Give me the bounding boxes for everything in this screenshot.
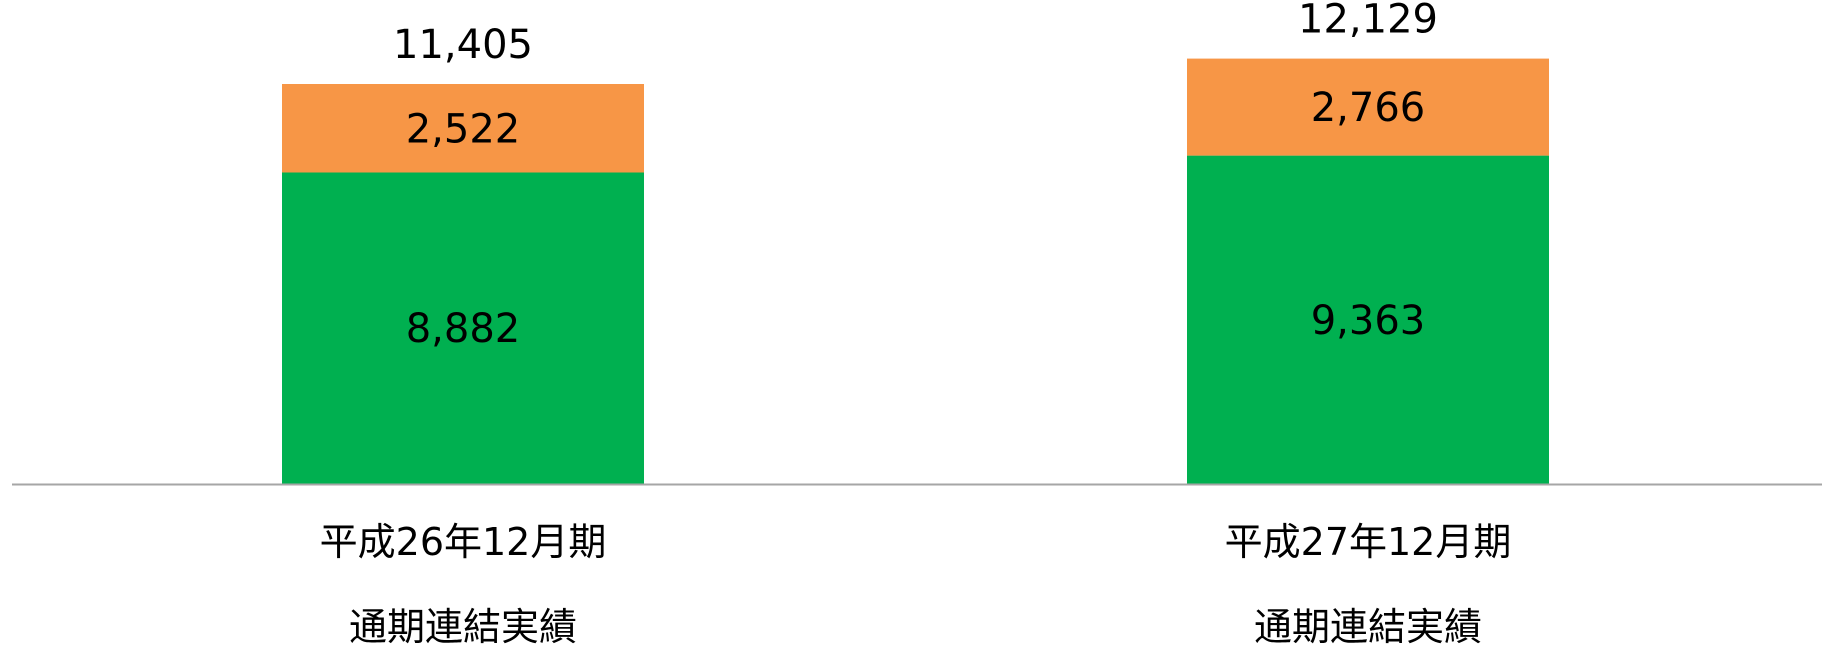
category-label-1-line-2: 通期連結実績 [349, 605, 577, 649]
segment-value-label-1-1: 8,882 [406, 306, 521, 352]
bar-segment-1-2 [282, 84, 644, 173]
category-label-2-line-2: 通期連結実績 [1254, 605, 1482, 649]
bar-segment-2-1 [1187, 155, 1549, 484]
segment-value-label-2-2: 2,766 [1311, 85, 1426, 131]
segment-value-label-2-1: 9,363 [1311, 298, 1426, 344]
total-label-2: 12,129 [1298, 0, 1438, 43]
category-label-2-line-1: 平成27年12月期 [1225, 520, 1512, 564]
total-label-1: 11,405 [393, 22, 533, 68]
bar-segment-2-2 [1187, 58, 1549, 156]
category-label-1-line-1: 平成26年12月期 [320, 520, 607, 564]
segment-value-label-1-2: 2,522 [406, 106, 521, 152]
bar-segment-1-1 [282, 172, 644, 484]
